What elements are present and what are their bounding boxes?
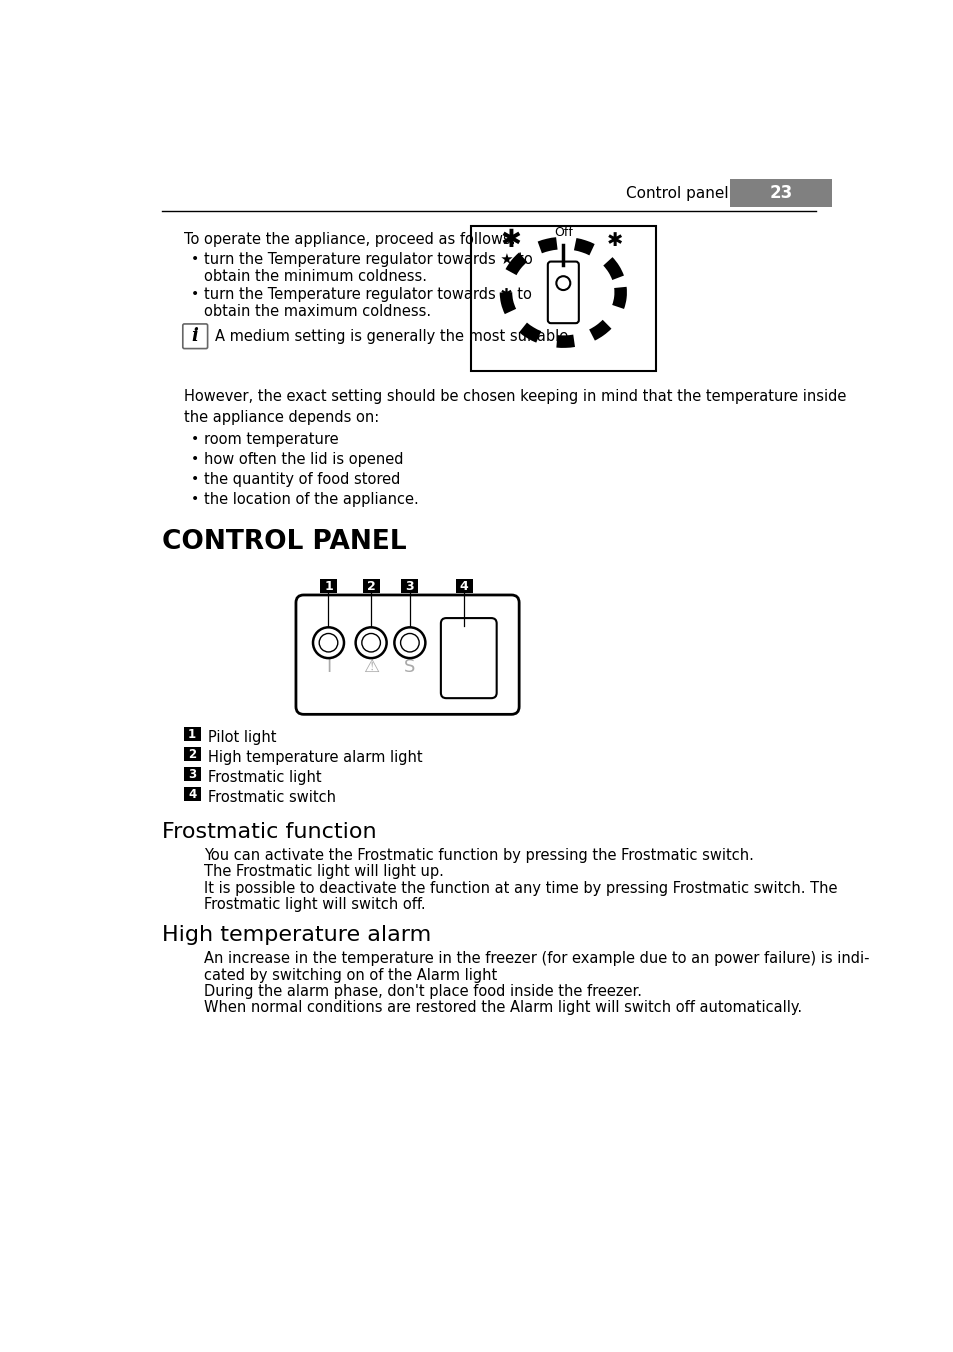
Text: cated by switching on of the Alarm light: cated by switching on of the Alarm light bbox=[204, 968, 497, 983]
Text: During the alarm phase, don't place food inside the freezer.: During the alarm phase, don't place food… bbox=[204, 984, 641, 999]
Text: •: • bbox=[192, 472, 199, 485]
Text: •: • bbox=[192, 287, 199, 301]
Text: how often the lid is opened: how often the lid is opened bbox=[204, 452, 403, 466]
Text: Control panel: Control panel bbox=[625, 185, 728, 200]
Circle shape bbox=[400, 634, 418, 652]
Text: the location of the appliance.: the location of the appliance. bbox=[204, 492, 418, 507]
Text: It is possible to deactivate the function at any time by pressing Frostmatic swi: It is possible to deactivate the functio… bbox=[204, 880, 837, 895]
Text: When normal conditions are restored the Alarm light will switch off automaticall: When normal conditions are restored the … bbox=[204, 1000, 801, 1015]
Text: You can activate the Frostmatic function by pressing the Frostmatic switch.: You can activate the Frostmatic function… bbox=[204, 848, 754, 864]
FancyBboxPatch shape bbox=[319, 579, 336, 594]
Text: turn the Temperature regulator towards ✱ to
obtain the maximum coldness.: turn the Temperature regulator towards ✱… bbox=[204, 287, 532, 319]
Text: To operate the appliance, proceed as follows:: To operate the appliance, proceed as fol… bbox=[184, 231, 516, 246]
FancyBboxPatch shape bbox=[184, 787, 200, 800]
Text: 4: 4 bbox=[459, 580, 468, 594]
Text: An increase in the temperature in the freezer (for example due to an power failu: An increase in the temperature in the fr… bbox=[204, 952, 869, 967]
Text: Pilot light: Pilot light bbox=[208, 730, 275, 745]
Text: I: I bbox=[326, 658, 331, 676]
FancyBboxPatch shape bbox=[456, 579, 472, 594]
Text: 2: 2 bbox=[366, 580, 375, 594]
Text: 3: 3 bbox=[188, 768, 196, 781]
Circle shape bbox=[556, 276, 570, 291]
Circle shape bbox=[394, 627, 425, 658]
Text: The Frostmatic light will light up.: The Frostmatic light will light up. bbox=[204, 864, 444, 880]
Text: the quantity of food stored: the quantity of food stored bbox=[204, 472, 400, 487]
Text: High temperature alarm light: High temperature alarm light bbox=[208, 750, 422, 765]
Text: ✱: ✱ bbox=[499, 228, 520, 251]
Text: •: • bbox=[192, 452, 199, 465]
Text: 1: 1 bbox=[324, 580, 333, 594]
Text: Frostmatic switch: Frostmatic switch bbox=[208, 790, 335, 804]
Text: Frostmatic function: Frostmatic function bbox=[162, 822, 376, 842]
Text: Frostmatic light: Frostmatic light bbox=[208, 769, 321, 784]
Circle shape bbox=[361, 634, 380, 652]
Text: 3: 3 bbox=[405, 580, 414, 594]
Text: ⚠: ⚠ bbox=[363, 658, 378, 676]
Text: 4: 4 bbox=[188, 788, 196, 800]
Text: turn the Temperature regulator towards ★ to
obtain the minimum coldness.: turn the Temperature regulator towards ★… bbox=[204, 251, 533, 284]
Bar bbox=[471, 226, 655, 370]
FancyBboxPatch shape bbox=[401, 579, 418, 594]
Text: •: • bbox=[192, 492, 199, 506]
Text: 1: 1 bbox=[188, 727, 196, 741]
Text: •: • bbox=[192, 251, 199, 265]
FancyBboxPatch shape bbox=[295, 595, 518, 714]
Text: A medium setting is generally the most suitable.: A medium setting is generally the most s… bbox=[215, 329, 573, 343]
FancyBboxPatch shape bbox=[184, 748, 200, 761]
Text: However, the exact setting should be chosen keeping in mind that the temperature: However, the exact setting should be cho… bbox=[184, 389, 846, 426]
Text: S: S bbox=[404, 658, 416, 676]
FancyBboxPatch shape bbox=[362, 579, 379, 594]
FancyBboxPatch shape bbox=[440, 618, 497, 698]
Text: CONTROL PANEL: CONTROL PANEL bbox=[162, 529, 406, 554]
Text: room temperature: room temperature bbox=[204, 431, 338, 446]
Circle shape bbox=[319, 634, 337, 652]
Text: ✱: ✱ bbox=[606, 230, 622, 250]
Text: i: i bbox=[192, 327, 198, 345]
FancyBboxPatch shape bbox=[184, 768, 200, 780]
FancyBboxPatch shape bbox=[729, 180, 831, 207]
FancyBboxPatch shape bbox=[183, 324, 208, 349]
Text: •: • bbox=[192, 431, 199, 446]
Text: Frostmatic light will switch off.: Frostmatic light will switch off. bbox=[204, 896, 426, 911]
Circle shape bbox=[355, 627, 386, 658]
Text: 23: 23 bbox=[769, 184, 792, 201]
Text: Off: Off bbox=[554, 226, 572, 239]
Circle shape bbox=[313, 627, 344, 658]
Text: 2: 2 bbox=[188, 748, 196, 761]
FancyBboxPatch shape bbox=[547, 261, 578, 323]
Text: High temperature alarm: High temperature alarm bbox=[162, 925, 431, 945]
FancyBboxPatch shape bbox=[184, 727, 200, 741]
